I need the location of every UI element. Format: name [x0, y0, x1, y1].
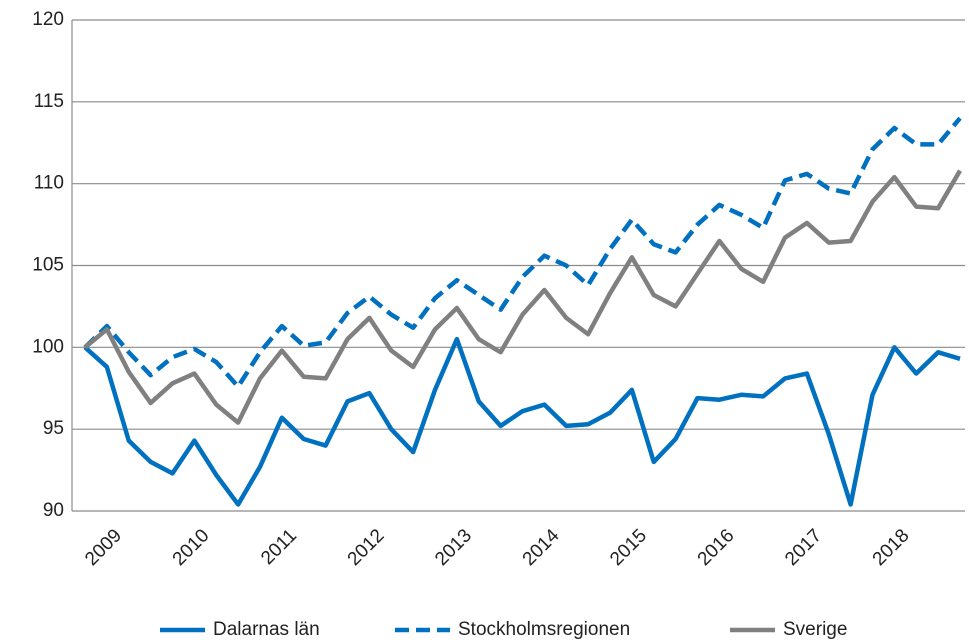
y-tick-label: 105	[32, 255, 64, 276]
x-tick-label: 2017	[781, 525, 826, 570]
y-tick-label: 120	[32, 9, 64, 30]
y-tick-label: 115	[34, 91, 64, 112]
x-tick-label: 2011	[257, 525, 301, 569]
y-tick-label: 100	[32, 336, 64, 357]
x-tick-label: 2018	[869, 525, 914, 570]
series-line	[83, 336, 961, 507]
legend-label: Dalarnas län	[213, 619, 320, 640]
series-line	[83, 116, 962, 389]
x-tick-label: 2010	[169, 525, 214, 570]
legend-label: Stockholmsregionen	[458, 619, 630, 640]
x-tick-label: 2013	[431, 525, 476, 570]
y-tick-label: 90	[43, 500, 64, 521]
y-tick-label: 95	[43, 418, 64, 439]
x-tick-label: 2012	[344, 525, 389, 570]
y-tick-label: 110	[34, 173, 64, 194]
x-tick-label: 2014	[519, 525, 564, 570]
legend-label: Sverige	[783, 619, 847, 640]
x-tick-label: 2016	[694, 525, 739, 570]
x-tick-label: 2015	[606, 525, 651, 570]
x-tick-label: 2009	[81, 525, 126, 570]
series-line	[83, 169, 962, 425]
